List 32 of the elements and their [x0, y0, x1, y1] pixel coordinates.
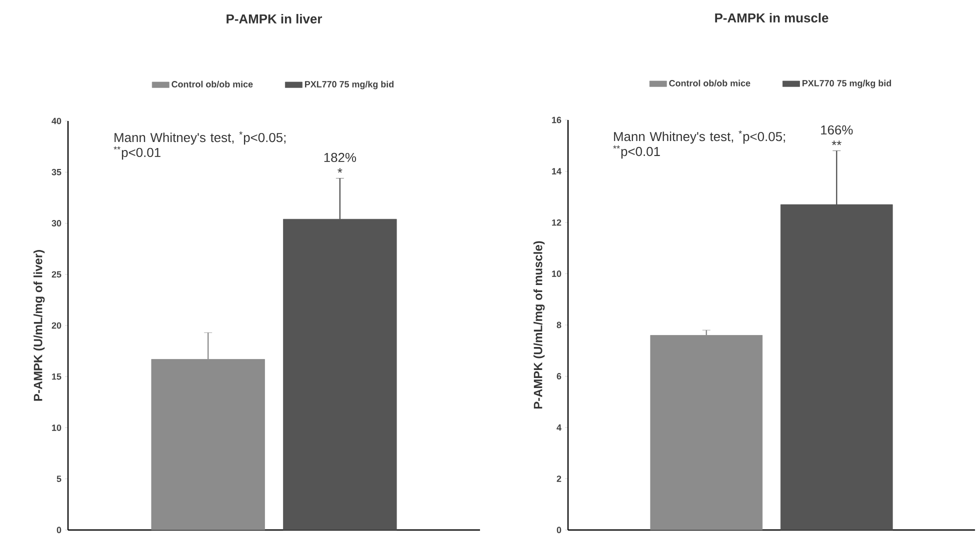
annotation: * [338, 168, 342, 172]
annotation: 182% [324, 152, 356, 162]
y-tick-label: 25 [52, 270, 62, 278]
y-tick-label: 12 [552, 219, 562, 226]
y-tick-label: 0 [556, 526, 562, 533]
y-tick-label: 30 [52, 220, 62, 226]
y-tick-label: 5 [56, 476, 62, 482]
text: Mann Whitney's test, $^{*}$p<0.05; $^{**}$p<0.01 [613, 130, 785, 158]
chart-title: P-AMPK in muscle [715, 12, 828, 22]
legend-label: Control ob/ob mice [669, 80, 750, 86]
y-tick-label: 4 [556, 424, 562, 430]
y-tick-label: 15 [52, 373, 62, 380]
y-axis-title: P-AMPK (U/mL/mg of muscle) [533, 241, 545, 408]
chart-title: P-AMPK in liver [226, 14, 322, 24]
y-tick-label: 8 [556, 322, 562, 328]
annotation: 166% [821, 125, 853, 134]
legend-label: PXL770 75 mg/kg bid [305, 80, 394, 89]
y-axis-title: P-AMPK (U/mL/mg of liver) [33, 250, 45, 401]
text: Mann Whitney's test, $^{*}$p<0.05; $^{**}$p<0.01 [114, 131, 286, 160]
legend-label: Control ob/ob mice [172, 80, 253, 88]
y-tick-label: 0 [56, 526, 62, 533]
y-tick-label: 10 [552, 270, 562, 277]
y-tick-label: 20 [52, 322, 62, 328]
y-tick-label: 6 [556, 372, 562, 380]
y-tick-label: 35 [52, 168, 62, 176]
legend-label: PXL770 75 mg/kg bid [802, 80, 892, 88]
annotation: ** [832, 140, 842, 145]
y-tick-label: 14 [552, 168, 562, 174]
y-tick-label: 40 [52, 118, 62, 124]
y-tick-label: 2 [556, 475, 562, 482]
y-tick-label: 16 [552, 116, 562, 123]
y-tick-label: 10 [52, 424, 62, 431]
